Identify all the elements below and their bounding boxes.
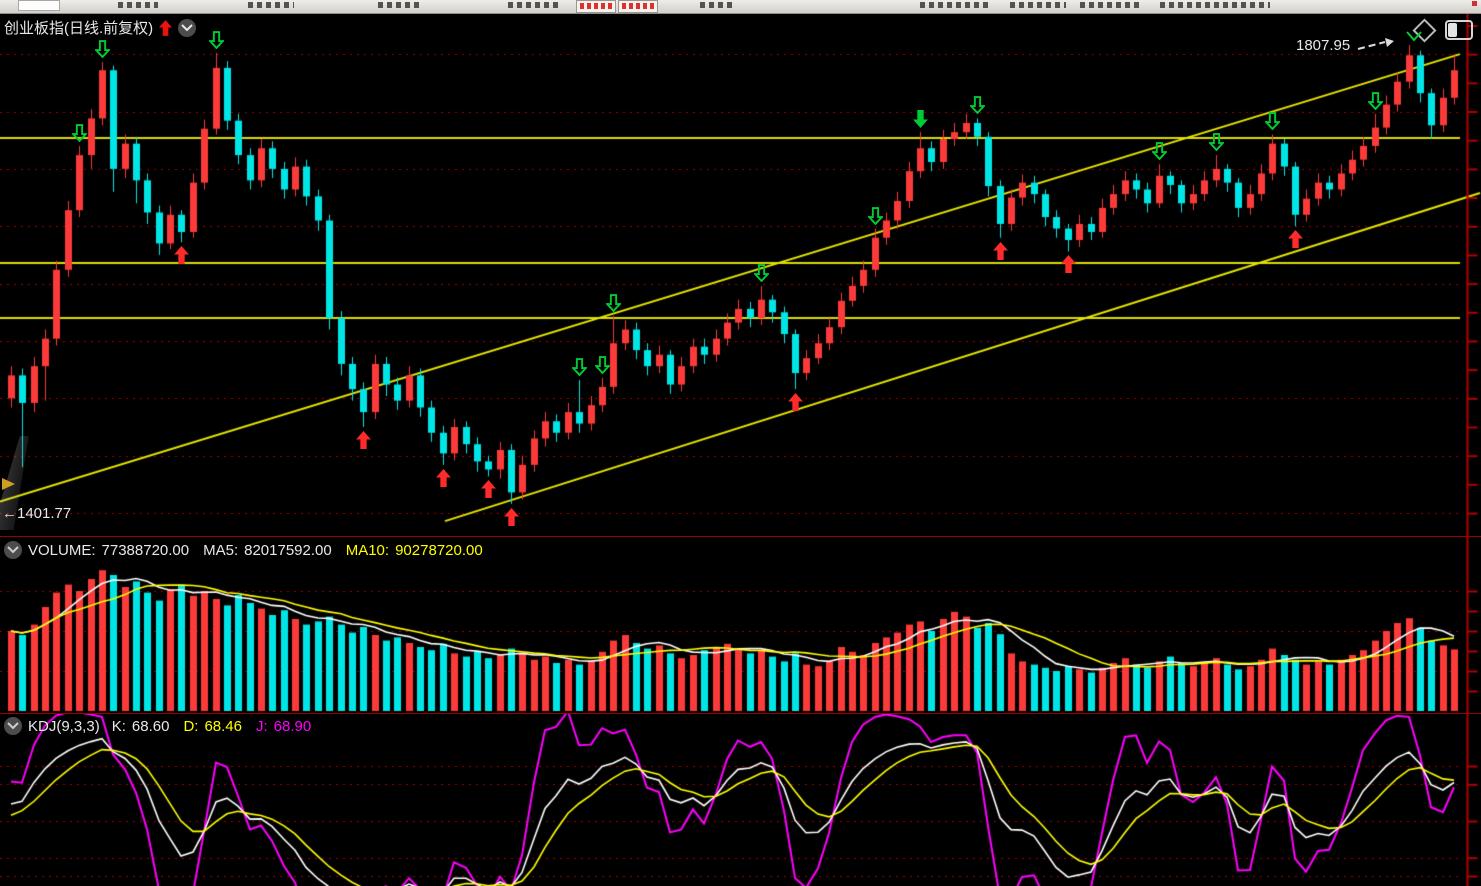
chart-title: 创业板指(日线.前复权) — [4, 20, 154, 37]
chevron-down-icon — [7, 722, 19, 730]
toolbar-corner-mark — [1472, 1, 1477, 6]
up-flag-icon — [159, 19, 173, 36]
toolbar-input-fragment[interactable] — [18, 0, 60, 11]
kdj-label: KDJ(9,3,3) — [28, 717, 100, 735]
sell-signal-arrow — [868, 206, 883, 225]
chevron-down-icon — [7, 546, 19, 554]
toolbar-red-button[interactable] — [576, 0, 616, 13]
sell-signal-arrow — [1265, 112, 1280, 131]
sell-signal-arrow — [95, 40, 110, 59]
volume-label: VOLUME: — [28, 541, 96, 559]
volume-chart[interactable] — [0, 537, 1481, 713]
low-price-label: ←1401.77 — [2, 505, 72, 522]
toolbar-fragment[interactable] — [508, 2, 560, 8]
sell-signal-arrow-solid — [913, 110, 928, 129]
buy-signal-arrow — [504, 507, 519, 526]
j-value: 68.90 — [273, 717, 312, 735]
split-layout-icon[interactable] — [1445, 20, 1473, 40]
buy-signal-arrow — [481, 480, 496, 499]
buy-signal-arrow — [788, 393, 803, 412]
buy-signal-arrow — [356, 431, 371, 449]
main-price-chart[interactable] — [0, 14, 1481, 536]
sell-signal-arrow — [1209, 133, 1224, 152]
collapse-kdj-button[interactable] — [4, 717, 22, 735]
sell-signal-arrow — [970, 96, 985, 115]
chart-title-bar: 创业板指(日线.前复权) — [4, 17, 197, 38]
pane-separator[interactable] — [0, 713, 1481, 714]
sell-signal-arrow — [1152, 142, 1167, 161]
kdj-header: KDJ(9,3,3) K: 68.60 D: 68.46 J: 68.90 — [4, 717, 311, 735]
sell-signal-arrow — [754, 263, 769, 282]
sell-signal-arrow — [572, 358, 587, 376]
k-label: K: — [111, 717, 126, 735]
chart-corner-tools — [1412, 17, 1473, 43]
sell-signal-arrow — [72, 124, 87, 142]
toolbar-fragment[interactable] — [378, 2, 422, 8]
buy-signal-arrow — [993, 241, 1008, 260]
ma10-label: MA10: — [345, 541, 390, 559]
toolbar-fragment[interactable] — [920, 2, 990, 8]
toolbar-fragment[interactable] — [1010, 2, 1066, 8]
gold-arrow-marker — [2, 478, 15, 490]
check-signal-icon — [1405, 29, 1423, 42]
j-label: J: — [255, 717, 268, 735]
ma5-value: 82017592.00 — [244, 541, 332, 559]
volume-header: VOLUME: 77388720.00 MA5: 82017592.00 MA1… — [4, 541, 483, 559]
toolbar-fragment[interactable] — [1080, 2, 1140, 8]
ma5-label: MA5: — [203, 541, 239, 559]
chevron-down-icon — [181, 23, 193, 31]
toolbar-fragment[interactable] — [1160, 2, 1270, 8]
toolbar-fragment[interactable] — [700, 2, 734, 8]
collapse-volume-button[interactable] — [4, 541, 22, 559]
buy-signal-arrow — [436, 468, 451, 487]
pane-separator[interactable] — [0, 536, 1481, 537]
price-pointer-arrow — [1357, 38, 1394, 50]
high-price-label: 1807.95 — [1296, 37, 1351, 54]
collapse-main-button[interactable] — [178, 18, 197, 37]
sell-signal-arrow — [209, 31, 224, 49]
k-value: 68.60 — [131, 717, 170, 735]
toolbar-fragment[interactable] — [118, 2, 158, 8]
d-value: 68.46 — [204, 717, 242, 735]
kdj-chart[interactable] — [0, 714, 1481, 886]
buy-signal-arrow — [174, 246, 189, 265]
sell-signal-arrow — [1368, 91, 1383, 110]
buy-signal-arrow — [1288, 230, 1303, 249]
d-label: D: — [183, 717, 199, 735]
buy-signal-arrow — [1061, 255, 1076, 274]
top-toolbar — [0, 0, 1481, 14]
toolbar-red-button[interactable] — [618, 0, 658, 13]
toolbar-fragment[interactable] — [248, 2, 294, 8]
ma10-value: 90278720.00 — [395, 541, 483, 559]
volume-value: 77388720.00 — [101, 541, 190, 559]
sell-signal-arrow — [606, 293, 621, 312]
sell-signal-arrow — [595, 355, 610, 374]
